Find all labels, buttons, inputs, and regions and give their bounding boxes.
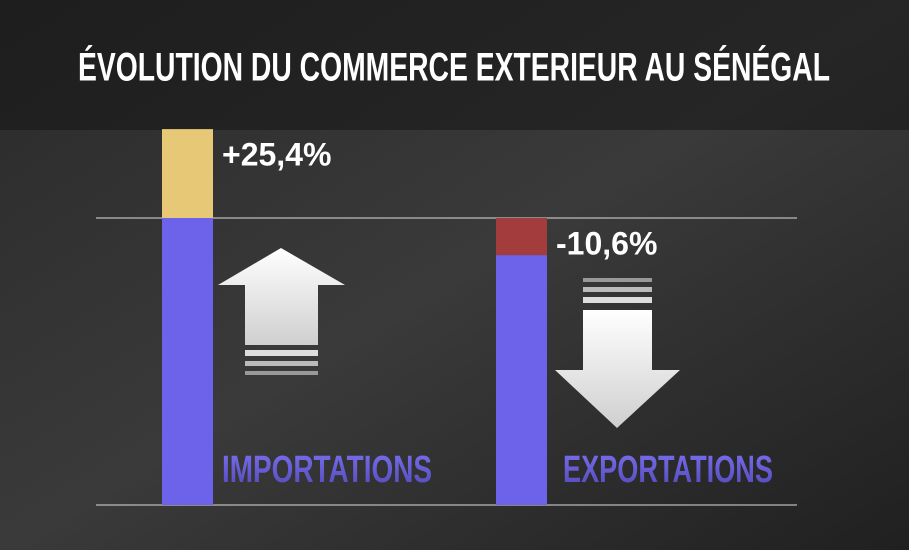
category-label: IMPORTATIONS [222, 449, 432, 491]
down-arrow [555, 278, 680, 428]
value-label: -10,6% [556, 225, 657, 261]
bar-change [496, 218, 547, 256]
value-label: +25,4% [222, 137, 331, 173]
up-arrow [218, 248, 345, 375]
category-label: EXPORTATIONS [563, 449, 773, 491]
bar-base [162, 218, 213, 505]
chart-title: ÉVOLUTION DU COMMERCE EXTERIEUR AU SÉNÉG… [78, 45, 830, 90]
background-shade [0, 0, 909, 130]
bar-change [162, 129, 213, 218]
bar-base [496, 255, 547, 505]
